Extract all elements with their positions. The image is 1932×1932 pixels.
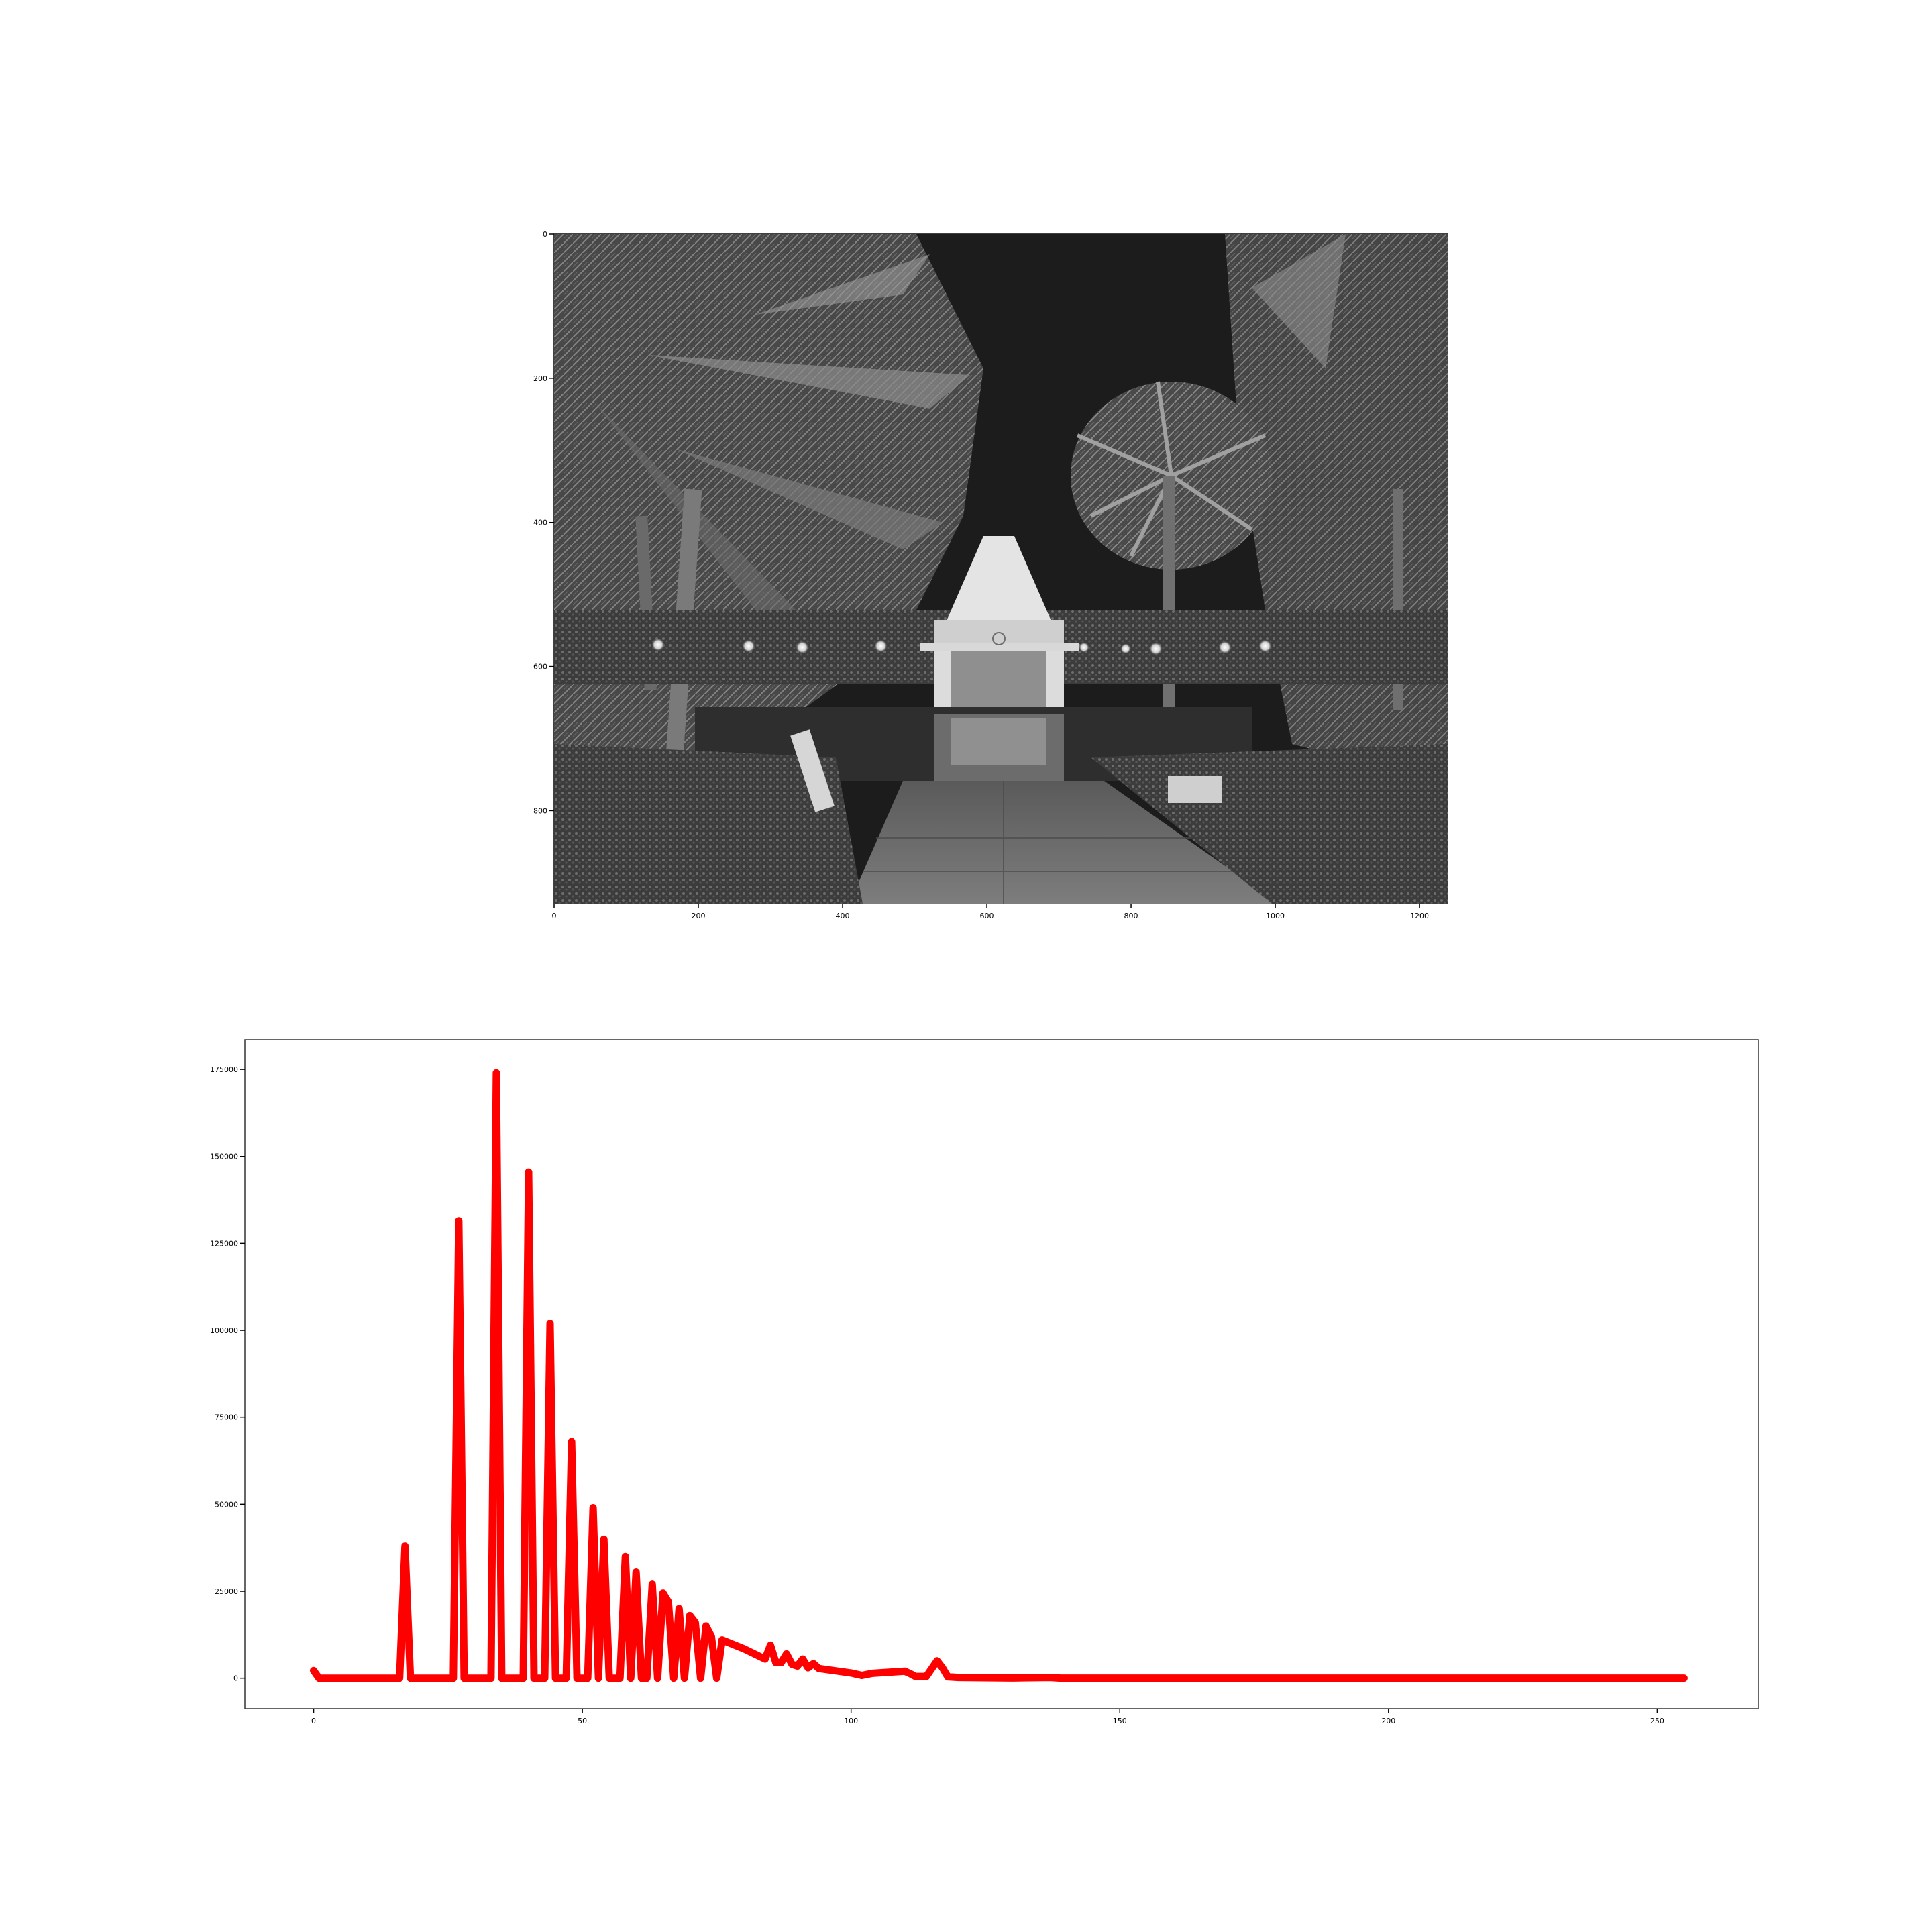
x-tick-label: 100 (844, 1717, 858, 1725)
photo-y-tick-label: 200 (533, 374, 547, 383)
x-tick-label: 50 (578, 1717, 587, 1725)
photo-y-tick-label: 0 (543, 230, 547, 239)
foreground-shrubs (554, 729, 1448, 904)
y-tick-label: 75000 (215, 1413, 238, 1422)
photo-y-axis: 0 200 400 600 800 (533, 230, 554, 815)
histogram-chart: 0 50 100 150 200 250 0 25000 50000 75000 100000 12… (210, 1039, 1759, 1725)
photo-x-tick-label: 800 (1124, 912, 1138, 920)
y-tick-label: 50000 (215, 1500, 238, 1509)
x-axis: 0 50 100 150 200 250 (311, 1709, 1664, 1725)
pavilion (920, 536, 1079, 717)
y-tick-label: 100000 (210, 1326, 238, 1335)
y-tick-label: 150000 (210, 1152, 238, 1161)
x-tick-label: 0 (311, 1717, 316, 1725)
series-group (310, 1069, 1688, 1682)
photo-y-tick-label: 800 (533, 806, 547, 815)
y-tick-label: 0 (233, 1674, 238, 1683)
photo-x-tick-label: 400 (836, 912, 850, 920)
x-tick-label: 200 (1381, 1717, 1395, 1725)
photo-x-tick-label: 1200 (1410, 912, 1429, 920)
y-tick-label: 25000 (215, 1587, 238, 1596)
photo-y-tick-label: 600 (533, 663, 547, 672)
photo-y-tick-label: 400 (533, 519, 547, 527)
walkway (849, 781, 1279, 904)
lights (651, 638, 1272, 655)
x-tick-label: 250 (1650, 1717, 1664, 1725)
y-tick-label: 125000 (210, 1239, 238, 1248)
series-line-0 (310, 1069, 1688, 1682)
plot-frame (244, 1039, 1759, 1709)
photo-x-tick-label: 0 (552, 912, 557, 920)
photo-x-tick-label: 1000 (1266, 912, 1285, 920)
y-axis: 0 25000 50000 75000 100000 125000 150000 175000 (210, 1065, 245, 1683)
photo-image (554, 234, 1448, 904)
center-palm (1071, 381, 1272, 757)
y-tick-label: 175000 (210, 1065, 238, 1074)
x-tick-label: 150 (1113, 1717, 1127, 1725)
photo-x-axis: 0 200 400 600 800 1000 1200 (552, 904, 1429, 920)
photo-x-tick-label: 600 (980, 912, 994, 920)
photo-x-tick-label: 200 (692, 912, 706, 920)
